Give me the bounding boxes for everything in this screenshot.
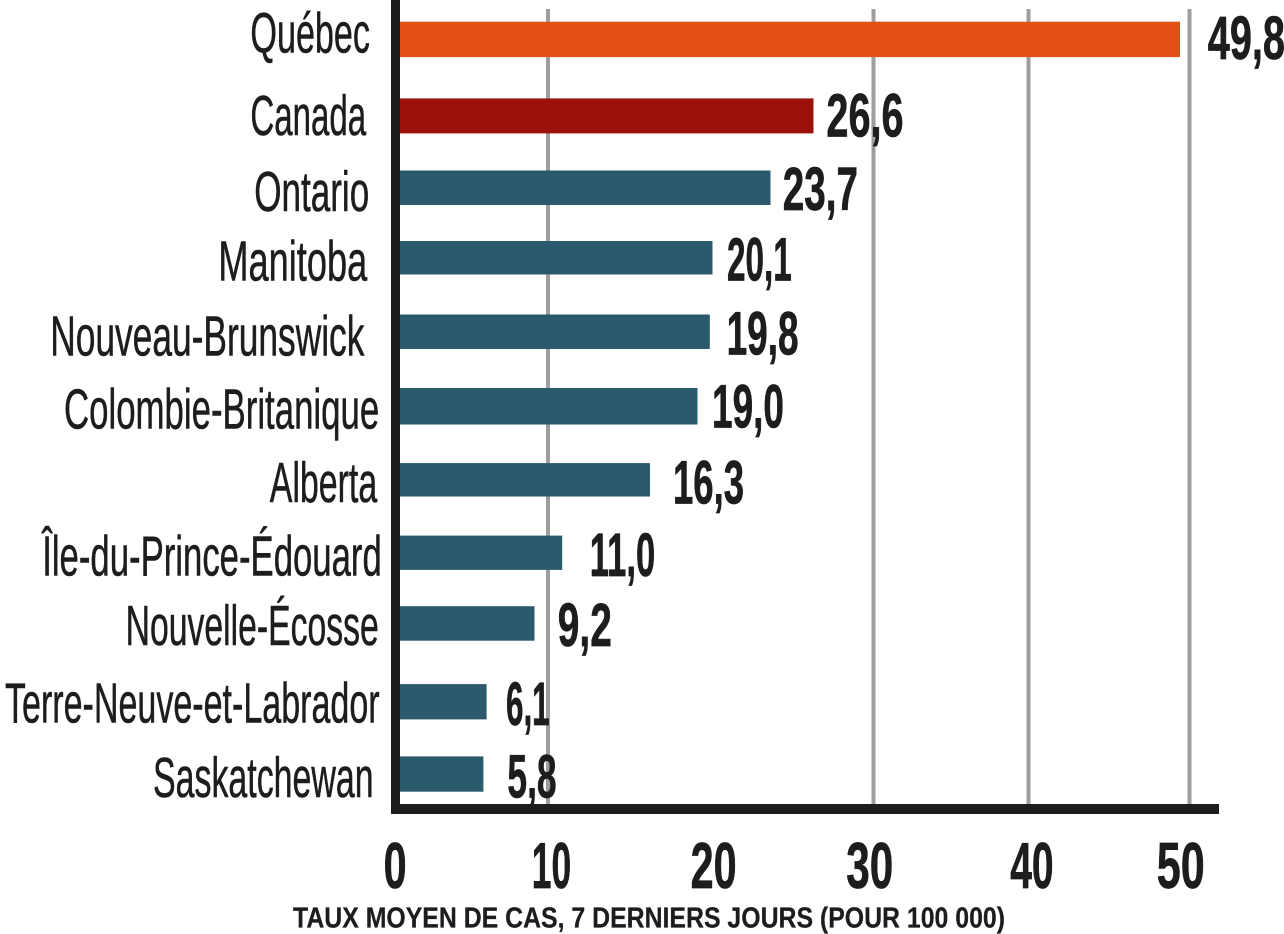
svg-text:Nouveau-Brunswick: Nouveau-Brunswick [50,305,365,368]
svg-text:TAUX MOYEN DE CAS, 7 DERNIERS: TAUX MOYEN DE CAS, 7 DERNIERS JOURS (POU… [293,902,1005,934]
svg-text:49,8: 49,8 [1208,4,1284,72]
svg-text:0: 0 [384,829,407,902]
svg-text:Canada: Canada [250,84,366,147]
svg-text:11,0: 11,0 [590,521,655,589]
svg-text:Ontario: Ontario [254,160,369,223]
svg-text:Terre-Neuve-et-Labrador: Terre-Neuve-et-Labrador [5,671,380,734]
svg-text:Colombie-Britanique: Colombie-Britanique [64,378,379,441]
svg-text:5,8: 5,8 [507,742,556,810]
svg-text:Alberta: Alberta [270,451,378,514]
svg-text:40: 40 [1010,829,1053,902]
svg-text:Nouvelle-Écosse: Nouvelle-Écosse [126,594,379,657]
svg-text:Île-du-Prince-Édouard: Île-du-Prince-Édouard [41,525,382,588]
svg-text:Québec: Québec [250,1,370,64]
svg-text:10: 10 [532,829,571,902]
svg-text:23,7: 23,7 [783,155,858,223]
svg-text:50: 50 [1157,829,1205,902]
svg-text:19,0: 19,0 [712,373,784,441]
svg-text:26,6: 26,6 [826,81,903,149]
svg-text:Manitoba: Manitoba [218,230,367,293]
svg-text:20: 20 [691,829,737,902]
svg-text:6,1: 6,1 [506,670,550,738]
svg-text:16,3: 16,3 [673,448,744,516]
svg-text:9,2: 9,2 [558,591,612,659]
svg-text:30: 30 [846,829,893,902]
svg-text:19,8: 19,8 [727,300,799,368]
svg-text:Saskatchewan: Saskatchewan [153,746,374,809]
svg-text:20,1: 20,1 [727,226,792,294]
